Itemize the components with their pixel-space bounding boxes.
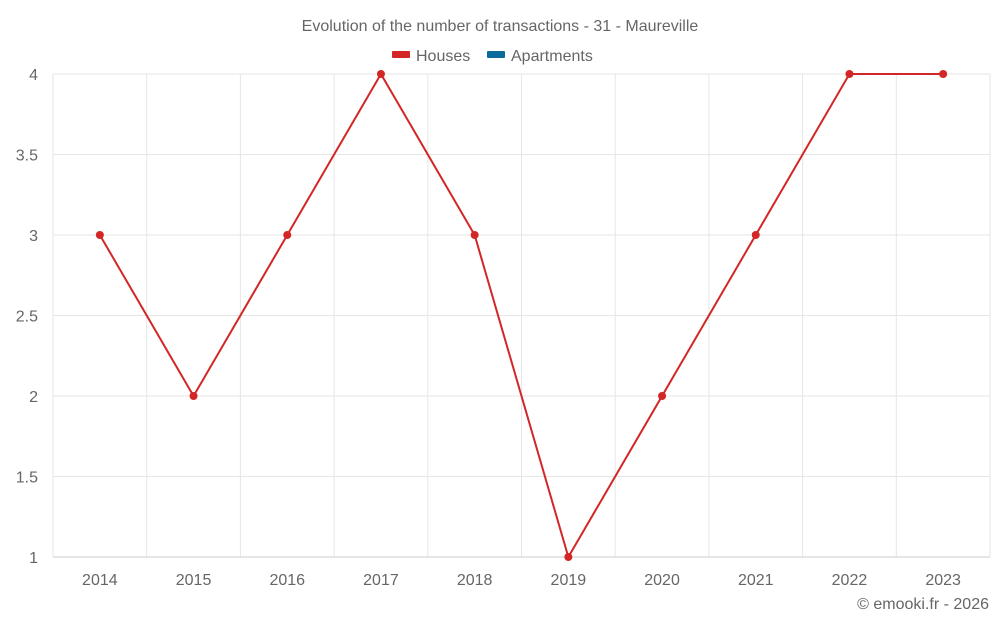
legend-label-apartments: Apartments [511, 48, 593, 65]
x-axis: 2014 2015 2016 2017 2018 2019 2020 2021 2022 2023 [82, 572, 961, 589]
data-point-houses-2014[interactable] [95, 231, 104, 239]
y-axis: 1 1.5 2 2.5 3 3.5 4 [16, 67, 38, 567]
data-point-houses-2023[interactable] [939, 70, 948, 78]
y-tick-label: 4 [29, 67, 38, 84]
x-tick-label: 2020 [644, 572, 680, 589]
legend-label-houses: Houses [416, 48, 470, 65]
x-tick-label: 2022 [832, 572, 868, 589]
y-tick-label: 2 [29, 389, 38, 406]
legend-item-houses[interactable]: Houses [392, 48, 470, 65]
x-tick-label: 2015 [176, 572, 212, 589]
x-tick-label: 2017 [363, 572, 399, 589]
data-point-houses-2020[interactable] [658, 392, 667, 400]
data-point-houses-2017[interactable] [376, 70, 385, 78]
legend: Houses Apartments [392, 48, 593, 65]
series-houses [95, 70, 948, 561]
data-point-houses-2022[interactable] [845, 70, 854, 78]
series-line-houses [98, 73, 944, 558]
credit-text: © emooki.fr - 2026 [857, 596, 989, 613]
y-tick-label: 1 [29, 550, 38, 567]
chart-title: Evolution of the number of transactions … [302, 18, 699, 35]
x-tick-label: 2016 [269, 572, 305, 589]
legend-swatch-houses [392, 51, 410, 58]
legend-item-apartments[interactable]: Apartments [487, 48, 593, 65]
gridlines [52, 73, 991, 557]
data-point-houses-2015[interactable] [189, 392, 198, 400]
data-point-houses-2021[interactable] [751, 231, 760, 239]
x-tick-label: 2019 [551, 572, 587, 589]
x-tick-label: 2021 [738, 572, 774, 589]
data-point-houses-2016[interactable] [283, 231, 292, 239]
y-tick-label: 3.5 [16, 148, 38, 165]
x-tick-label: 2014 [82, 572, 118, 589]
y-tick-label: 3 [29, 228, 38, 245]
y-tick-label: 1.5 [16, 470, 38, 487]
x-tick-label: 2018 [457, 572, 493, 589]
data-point-houses-2019[interactable] [564, 553, 573, 561]
y-tick-label: 2.5 [16, 309, 38, 326]
data-point-houses-2018[interactable] [470, 231, 479, 239]
legend-swatch-apartments [487, 51, 505, 58]
x-tick-label: 2023 [925, 572, 961, 589]
